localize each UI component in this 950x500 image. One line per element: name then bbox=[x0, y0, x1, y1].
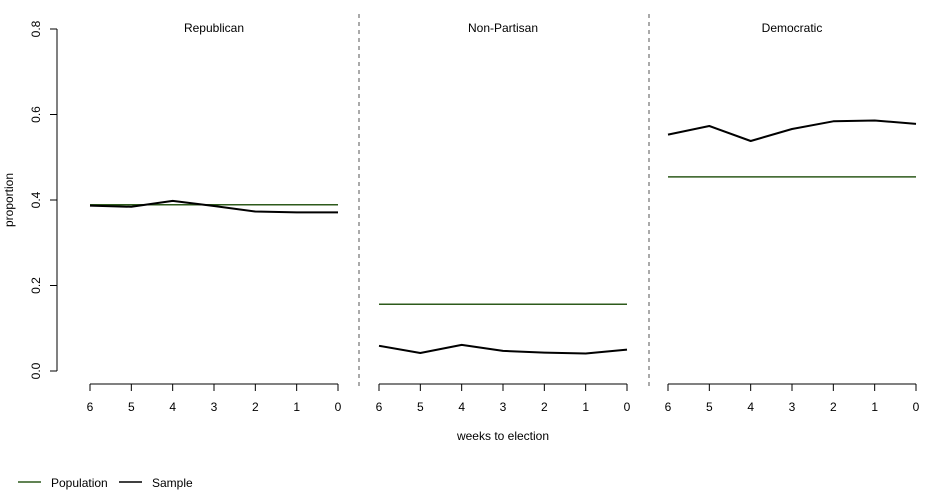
y-axis-label: proportion bbox=[2, 173, 16, 227]
x-tick-label: 3 bbox=[789, 400, 796, 414]
x-tick-label: 2 bbox=[830, 400, 837, 414]
legend-item-population: Population bbox=[18, 476, 108, 490]
x-tick-label: 5 bbox=[706, 400, 713, 414]
x-tick-label: 3 bbox=[500, 400, 507, 414]
x-tick-label: 0 bbox=[335, 400, 342, 414]
panel-title: Republican bbox=[184, 21, 244, 35]
panel-democratic: Democratic 6 5 4 3 2 1 0 bbox=[665, 21, 920, 414]
x-tick-label: 5 bbox=[128, 400, 135, 414]
x-tick-label: 0 bbox=[624, 400, 631, 414]
y-tick-label: 0.6 bbox=[29, 106, 43, 123]
panel-republican: Republican 6 5 4 3 2 1 0 bbox=[87, 21, 342, 414]
y-axis: 0.0 0.2 0.4 0.6 0.8 bbox=[29, 20, 58, 379]
x-tick-label: 1 bbox=[293, 400, 300, 414]
x-tick-label: 2 bbox=[252, 400, 259, 414]
x-tick-label: 2 bbox=[541, 400, 548, 414]
x-tick-label: 3 bbox=[211, 400, 218, 414]
series-line-sample bbox=[89, 199, 338, 214]
y-tick-label: 0.4 bbox=[29, 191, 43, 208]
x-axis-label: weeks to election bbox=[456, 429, 549, 443]
x-tick-label: 4 bbox=[458, 400, 465, 414]
legend-label: Population bbox=[51, 476, 108, 490]
x-tick-label: 1 bbox=[582, 400, 589, 414]
panel-title: Democratic bbox=[762, 21, 823, 35]
x-tick-label: 0 bbox=[913, 400, 920, 414]
x-tick-label: 6 bbox=[87, 400, 94, 414]
y-tick-label: 0.0 bbox=[29, 362, 43, 379]
y-tick-label: 0.2 bbox=[29, 277, 43, 294]
legend: Population Sample bbox=[18, 476, 193, 490]
x-tick-label: 1 bbox=[871, 400, 878, 414]
x-tick-label: 4 bbox=[747, 400, 754, 414]
legend-label: Sample bbox=[152, 476, 193, 490]
panel-dividers bbox=[358, 14, 650, 386]
panel-title: Non-Partisan bbox=[468, 21, 538, 35]
x-tick-label: 6 bbox=[376, 400, 383, 414]
legend-item-sample: Sample bbox=[119, 476, 193, 490]
panel-non-partisan: Non-Partisan 6 5 4 3 2 1 0 bbox=[376, 21, 631, 414]
series-line-sample bbox=[378, 343, 628, 355]
series-line-sample bbox=[667, 119, 917, 142]
x-tick-label: 6 bbox=[665, 400, 672, 414]
y-tick-label: 0.8 bbox=[29, 20, 43, 37]
x-tick-label: 4 bbox=[169, 400, 176, 414]
x-tick-label: 5 bbox=[417, 400, 424, 414]
